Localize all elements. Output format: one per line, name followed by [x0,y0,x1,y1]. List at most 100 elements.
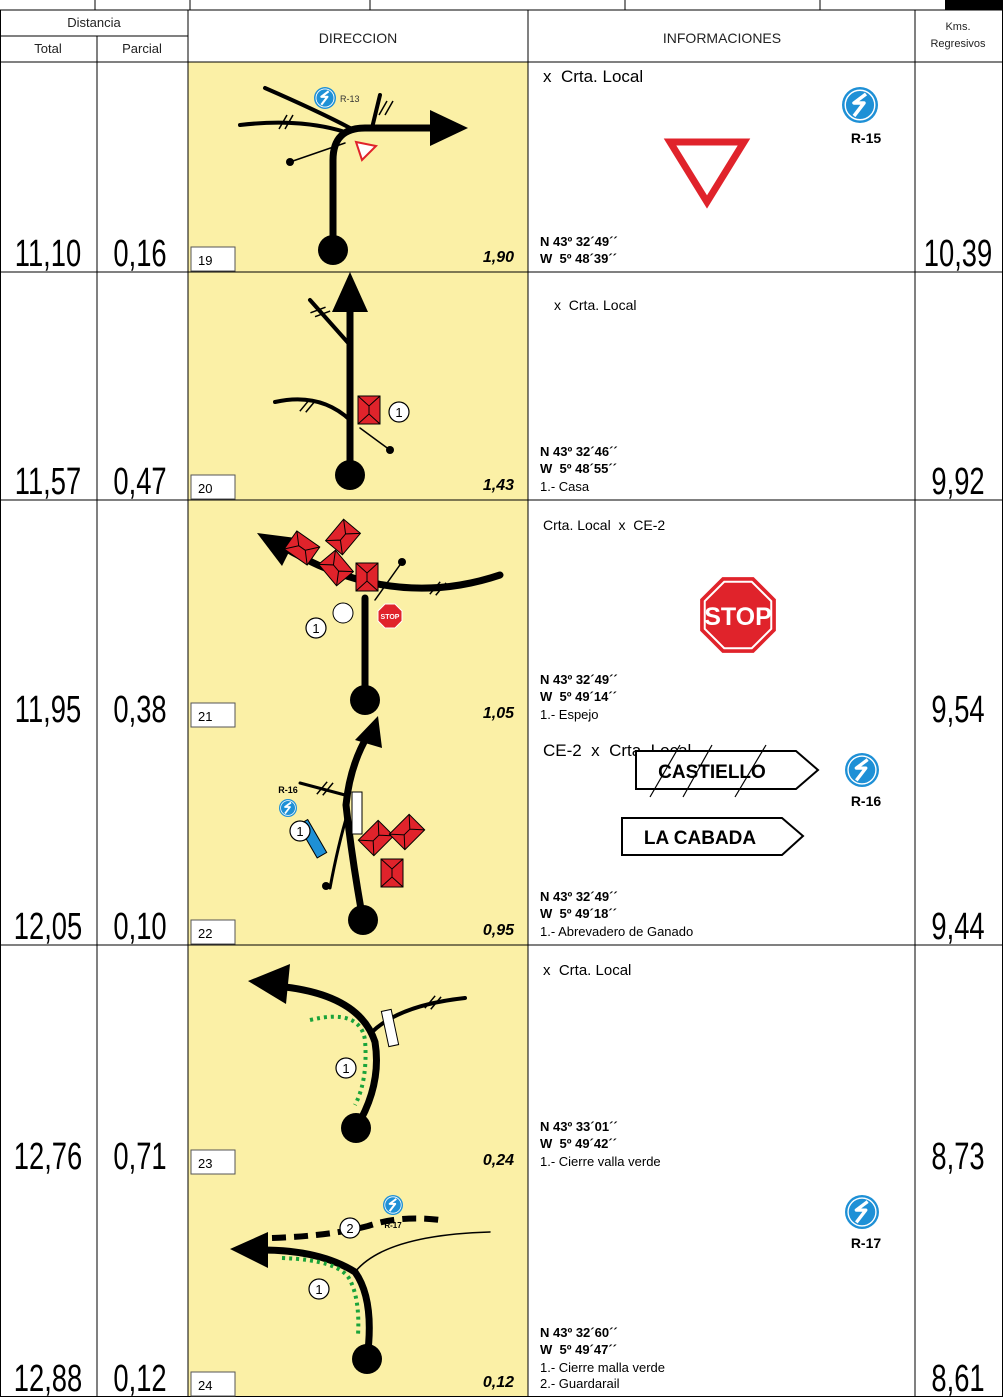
road [281,1256,361,1336]
house [355,562,379,592]
stop-mini [377,603,403,629]
sign-disc [842,87,878,123]
step-number: 23 [198,1156,212,1171]
callout-number: 1 [342,1061,349,1076]
info-title: Crta. Local x CE-2 [543,517,665,533]
house [283,530,321,566]
parcial-group: 0,71 [113,1136,166,1178]
sign-disc [383,1195,403,1215]
step-number-box [190,919,236,945]
callout-number: 1 [315,1282,322,1297]
road [370,93,382,130]
road [342,731,372,924]
step-distance: 1,05 [483,705,515,722]
header-direccion: DIRECCION [319,30,398,46]
stop-sign-text: STOP [704,603,772,631]
coord-lat: N 43º 32´60´´ [540,1325,618,1340]
sign-ring [847,755,877,785]
parcial-group: 0,16 [113,233,166,275]
total: 12,88 [14,1358,82,1397]
callout-number: 1 [395,405,402,420]
sign-ring [384,1196,402,1214]
kms-remaining: 9,54 [931,689,984,731]
total-group: 11,57 [15,461,81,503]
coord-lat: N 43º 32´49´´ [540,234,618,249]
road [281,983,380,1132]
sign-disc [845,1195,879,1229]
direction-sign-text: LA CABADA [644,828,757,849]
direction-sign [635,750,820,790]
coord-lon: W 5º 48´39´´ [540,251,617,266]
step-number: 21 [198,709,212,724]
callout-number: 2 [346,1221,353,1236]
step-distance: 0,12 [483,1374,514,1391]
kms-remaining: 9,92 [931,461,984,503]
kms-remaining: 9,44 [931,906,984,948]
house-roof [389,814,425,850]
direction-sign [621,817,805,856]
callout-circle [388,401,410,423]
road-hash [429,581,447,596]
sign-ring [315,88,335,108]
rule [682,744,713,798]
house [388,813,426,851]
sign-code: R-15 [851,130,882,146]
coord-lon: W 5º 49´47´´ [540,1342,617,1357]
mini-sign [351,791,363,835]
info-note: 1.- Abrevadero de Ganado [540,924,693,939]
landmark-dot [386,446,394,454]
callout-circle [308,1278,330,1300]
coord-lon: W 5º 48´55´´ [540,461,617,476]
diagram-label: R-13 [340,94,360,104]
sign-bolt [854,758,869,782]
road [258,1246,373,1363]
callout-circle [289,820,311,842]
top-strip [945,0,1003,10]
sign-disc [279,799,297,817]
total: 11,10 [15,233,81,275]
sign-ring [280,800,296,816]
road [374,561,403,601]
header-parcial: Parcial [122,41,162,56]
step-number-box [190,702,236,728]
parcial-group: 0,10 [113,906,166,948]
road [354,1231,491,1273]
coord-lon: W 5º 49´18´´ [540,906,617,921]
step-distance: 1,90 [483,249,514,266]
parcial: 0,47 [113,461,166,503]
mini-sign [380,1008,400,1048]
kms-remaining-group: 8,61 [931,1358,984,1397]
callout-circle [339,1217,361,1239]
parcial: 0,10 [113,906,166,948]
landmark-dot [286,158,294,166]
road [238,120,347,134]
start-point [341,1113,371,1143]
sign-code: R-17 [851,1235,882,1251]
house [357,819,395,857]
diagram-label: R-16 [278,785,298,795]
yield-mini [354,140,379,162]
parcial-group: 0,12 [113,1358,166,1397]
info-title: x Crta. Local [543,67,643,86]
kms-remaining-group: 9,92 [931,461,984,503]
parcial-group: 0,38 [113,689,166,731]
info-title: x Crta. Local [554,297,636,313]
road [263,86,352,130]
sign-bolt [320,90,330,106]
direction-background [188,62,528,1397]
total: 11,95 [15,689,81,731]
step-number-box [190,1149,236,1175]
total: 12,05 [14,906,82,948]
coord-lat: N 43º 32´46´´ [540,444,618,459]
parcial: 0,38 [113,689,166,731]
house-roof [355,562,379,592]
start-point [350,685,380,715]
arrow-head [430,110,468,146]
total-group: 11,10 [15,233,81,275]
arrow-head [257,533,296,566]
road [289,142,346,163]
sign-bolt [852,92,868,118]
landmark-dot [398,558,406,566]
